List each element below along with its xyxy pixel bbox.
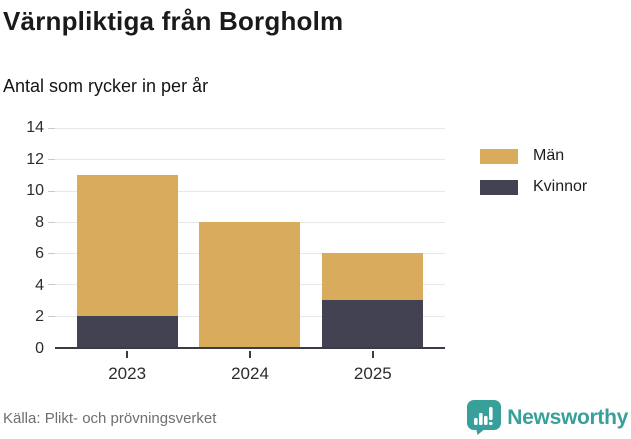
- plot-area: [48, 128, 445, 349]
- y-tick-mark-6: [48, 253, 55, 255]
- gridline-14: [55, 128, 445, 129]
- y-tick-label-4: 4: [35, 276, 44, 294]
- chart-subtitle: Antal som rycker in per år: [3, 76, 209, 96]
- y-axis-labels: 0 2 4 6 8 10 12 14: [0, 120, 44, 357]
- x-axis: 2023 2024 2025: [55, 351, 445, 393]
- newsworthy-logo: Newsworthy: [467, 400, 628, 435]
- y-tick-label-12: 12: [26, 150, 44, 168]
- chart-title: Värnpliktiga från Borgholm: [3, 6, 344, 36]
- source-note: Källa: Plikt- och prövningsverket: [3, 410, 217, 427]
- bar-group-2023: [76, 128, 178, 347]
- y-tick-mark-2: [48, 315, 55, 317]
- bar-group-2025: [322, 128, 424, 347]
- y-tick-label-8: 8: [35, 213, 44, 231]
- newsworthy-logo-icon: [467, 400, 502, 435]
- bar-group-2024: [199, 128, 301, 347]
- y-tick-label-10: 10: [26, 182, 44, 200]
- y-tick-mark-10: [48, 190, 55, 192]
- y-tick-label-14: 14: [26, 119, 44, 136]
- bar-segment-kvinnor-2025: [322, 300, 424, 347]
- gridline-10: [55, 190, 445, 192]
- legend-swatch-män: [480, 148, 518, 164]
- y-tick-mark-8: [48, 221, 55, 223]
- y-tick-label-6: 6: [35, 245, 44, 263]
- legend-item-kvinnor: Kvinnor: [480, 178, 587, 196]
- x-tick-mark-2025: [371, 351, 374, 358]
- y-tick-mark-4: [48, 284, 55, 286]
- x-axis-label-2024: 2024: [231, 364, 269, 383]
- x-axis-label-2023: 2023: [108, 364, 147, 383]
- x-axis-label-2025: 2025: [353, 364, 392, 383]
- y-tick-mark-12: [48, 159, 55, 161]
- y-tick-label-0: 0: [35, 340, 44, 357]
- y-tick-label-2: 2: [35, 308, 44, 326]
- legend: Män Kvinnor: [480, 147, 587, 209]
- bar-segment-män-2025: [322, 253, 424, 301]
- gridline-12: [55, 159, 445, 161]
- legend-swatch-kvinnor: [480, 179, 518, 195]
- x-tick-mark-2023: [126, 351, 129, 358]
- legend-item-män: Män: [480, 147, 587, 165]
- x-tick-mark-2024: [249, 351, 251, 358]
- bar-segment-män-2023: [76, 174, 178, 316]
- y-tick-mark-14: [48, 128, 55, 129]
- newsworthy-logo-text: Newsworthy: [507, 405, 628, 429]
- legend-label-kvinnor: Kvinnor: [533, 178, 588, 195]
- bar-segment-män-2024: [199, 221, 301, 347]
- legend-label-män: Män: [533, 147, 565, 164]
- bar-segment-kvinnor-2023: [76, 315, 178, 347]
